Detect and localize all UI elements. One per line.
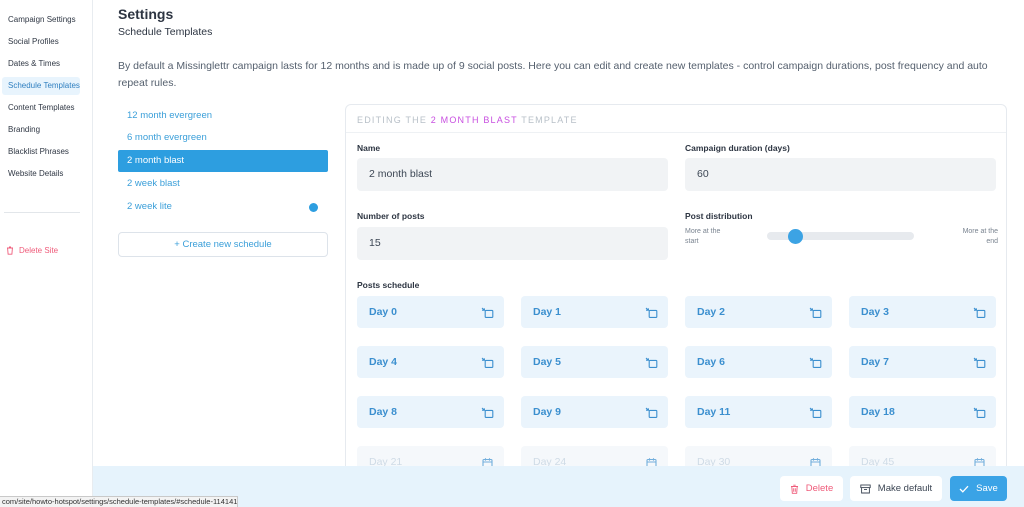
delete-button[interactable]: Delete bbox=[780, 476, 843, 501]
trash-icon bbox=[790, 484, 798, 494]
day-card-label: Day 18 bbox=[861, 406, 895, 418]
post-template-icon[interactable] bbox=[809, 356, 822, 368]
sidebar-item-branding[interactable]: Branding bbox=[8, 125, 41, 134]
sidebar-item-social-profiles[interactable]: Social Profiles bbox=[8, 37, 59, 46]
post-template-icon[interactable] bbox=[481, 306, 494, 318]
day-card-label: Day 24 bbox=[533, 456, 567, 468]
template-item-selected[interactable]: 2 month blast bbox=[118, 150, 328, 172]
number-of-posts-label: Number of posts bbox=[357, 211, 425, 221]
name-input[interactable] bbox=[357, 158, 668, 191]
template-item[interactable]: 2 week blast bbox=[127, 178, 180, 189]
campaign-duration-input[interactable] bbox=[685, 158, 996, 191]
browser-status-url: com/site/howto-hotspot/settings/schedule… bbox=[0, 496, 238, 507]
archive-icon bbox=[860, 484, 871, 493]
intro-text: By default a Missinglettr campaign lasts… bbox=[118, 60, 988, 89]
posts-schedule-label: Posts schedule bbox=[357, 280, 420, 290]
day-card[interactable]: Day 9 bbox=[521, 396, 668, 428]
day-card[interactable]: Day 0 bbox=[357, 296, 504, 328]
day-card[interactable]: Day 18 bbox=[849, 396, 996, 428]
template-item[interactable]: 6 month evergreen bbox=[127, 132, 207, 143]
name-label: Name bbox=[357, 143, 381, 153]
page-title: Settings bbox=[118, 6, 174, 22]
template-editor-panel: EDITING THE 2 MONTH BLAST TEMPLATE Name … bbox=[345, 104, 1007, 507]
sidebar-item-schedule-templates[interactable]: Schedule Templates bbox=[2, 77, 80, 95]
day-card-label: Day 2 bbox=[697, 306, 726, 318]
day-card-label: Day 5 bbox=[533, 356, 562, 368]
day-card[interactable]: Day 6 bbox=[685, 346, 832, 378]
sidebar-item-dates-times[interactable]: Dates & Times bbox=[8, 59, 61, 68]
post-template-icon[interactable] bbox=[481, 406, 494, 418]
template-item-label: 2 week lite bbox=[127, 201, 172, 212]
sidebar-divider bbox=[4, 212, 80, 213]
editor-heading-suffix: TEMPLATE bbox=[521, 115, 578, 125]
day-card[interactable]: Day 5 bbox=[521, 346, 668, 378]
calendar-icon[interactable] bbox=[645, 456, 658, 469]
campaign-duration-label: Campaign duration (days) bbox=[685, 143, 790, 153]
post-template-icon[interactable] bbox=[645, 406, 658, 418]
day-card-label: Day 8 bbox=[369, 406, 398, 418]
day-card-label: Day 7 bbox=[861, 356, 890, 368]
day-card[interactable]: Day 11 bbox=[685, 396, 832, 428]
make-default-button-label: Make default bbox=[877, 483, 933, 494]
delete-site-button[interactable]: Delete Site bbox=[6, 246, 58, 255]
day-card[interactable]: Day 3 bbox=[849, 296, 996, 328]
save-button[interactable]: Save bbox=[950, 476, 1007, 501]
day-card-label: Day 30 bbox=[697, 456, 731, 468]
post-distribution-label: Post distribution bbox=[685, 211, 753, 221]
day-card-label: Day 4 bbox=[369, 356, 398, 368]
delete-button-label: Delete bbox=[805, 483, 834, 494]
post-template-icon[interactable] bbox=[809, 406, 822, 418]
day-card-label: Day 11 bbox=[697, 406, 731, 418]
post-template-icon[interactable] bbox=[645, 306, 658, 318]
distribution-end-label: More at the end bbox=[962, 228, 998, 245]
post-template-icon[interactable] bbox=[481, 356, 494, 368]
day-card[interactable]: Day 4 bbox=[357, 346, 504, 378]
trash-icon bbox=[7, 246, 13, 255]
post-template-icon[interactable] bbox=[973, 406, 986, 418]
post-template-icon[interactable] bbox=[809, 306, 822, 318]
day-card-label: Day 21 bbox=[369, 456, 403, 468]
delete-site-label: Delete Site bbox=[19, 246, 59, 255]
day-card[interactable]: Day 2 bbox=[685, 296, 832, 328]
post-distribution-slider-handle[interactable] bbox=[788, 229, 804, 244]
editor-heading-template-name: 2 MONTH BLAST bbox=[430, 115, 518, 125]
editor-heading: EDITING THE 2 MONTH BLAST TEMPLATE bbox=[346, 105, 1006, 133]
create-new-schedule-button[interactable]: + Create new schedule bbox=[118, 232, 328, 257]
template-item[interactable]: 2 week lite bbox=[118, 196, 328, 218]
check-icon bbox=[959, 485, 969, 493]
day-card[interactable]: Day 8 bbox=[357, 396, 504, 428]
post-template-icon[interactable] bbox=[973, 356, 986, 368]
make-default-button[interactable]: Make default bbox=[850, 476, 942, 501]
sidebar-item-campaign-settings[interactable]: Campaign Settings bbox=[8, 15, 76, 24]
day-card-label: Day 9 bbox=[533, 406, 562, 418]
editor-heading-prefix: EDITING THE bbox=[357, 115, 428, 125]
sidebar-item-content-templates[interactable]: Content Templates bbox=[8, 103, 75, 112]
template-item[interactable]: 12 month evergreen bbox=[127, 110, 213, 121]
post-template-icon[interactable] bbox=[645, 356, 658, 368]
post-template-icon[interactable] bbox=[973, 306, 986, 318]
sidebar-item-blacklist-phrases[interactable]: Blacklist Phrases bbox=[8, 147, 69, 156]
day-card-label: Day 1 bbox=[533, 306, 562, 318]
number-of-posts-input[interactable] bbox=[357, 227, 668, 260]
distribution-start-label: More at the start bbox=[685, 228, 721, 245]
default-indicator-dot bbox=[309, 203, 318, 212]
save-button-label: Save bbox=[976, 483, 998, 494]
sidebar-item-website-details[interactable]: Website Details bbox=[8, 169, 64, 178]
day-card-label: Day 0 bbox=[369, 306, 398, 318]
day-card[interactable]: Day 1 bbox=[521, 296, 668, 328]
day-card-label: Day 45 bbox=[861, 456, 895, 468]
sidebar: Campaign Settings Social Profiles Dates … bbox=[0, 0, 93, 507]
post-distribution-slider[interactable] bbox=[767, 232, 914, 240]
page-subtitle: Schedule Templates bbox=[118, 26, 213, 38]
day-card[interactable]: Day 7 bbox=[849, 346, 996, 378]
day-card-label: Day 6 bbox=[697, 356, 726, 368]
day-card-label: Day 3 bbox=[861, 306, 890, 318]
